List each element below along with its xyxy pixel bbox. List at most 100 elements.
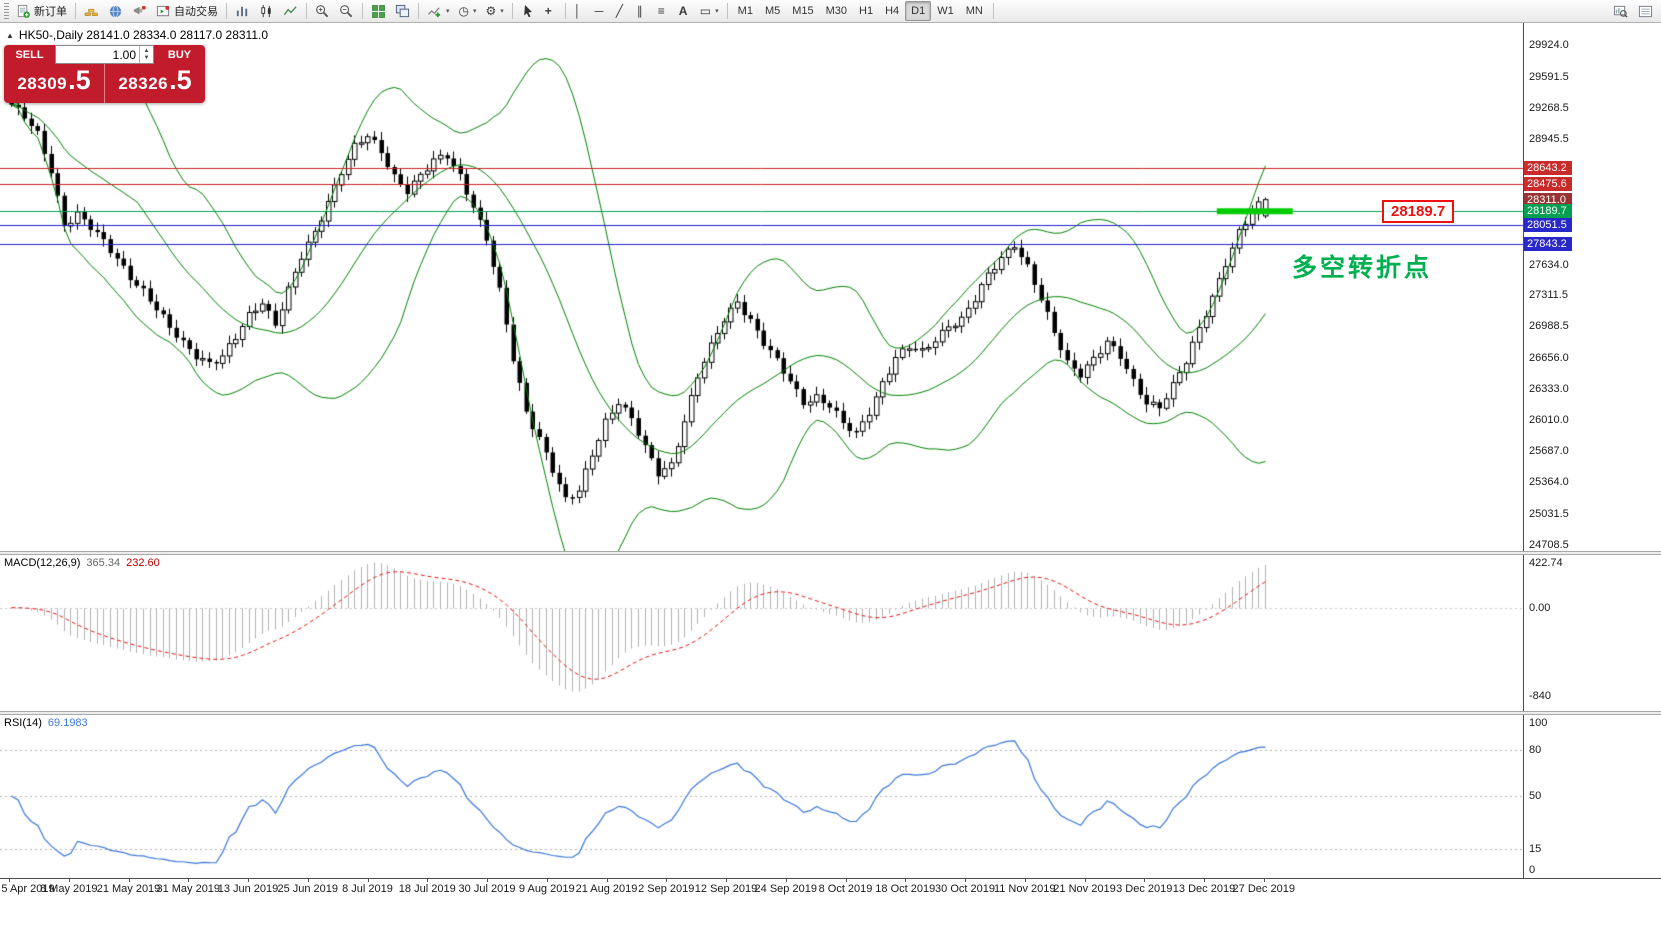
- price-axis-label: 28945.5: [1529, 132, 1569, 145]
- cursor-tool-button[interactable]: [517, 1, 540, 21]
- price-axis-label: 29268.5: [1529, 101, 1569, 114]
- symbol-expand-icon[interactable]: ▲: [6, 30, 14, 40]
- fibonacci-tool-button[interactable]: ≡: [654, 1, 674, 21]
- candlestick-mode-button[interactable]: [255, 1, 278, 21]
- horizontal-line-icon: ─: [594, 4, 604, 18]
- auto-trading-button[interactable]: 自动交易: [152, 1, 222, 21]
- cursor-icon: [523, 4, 532, 17]
- time-axis-label: 30 Jul 2019: [458, 883, 516, 895]
- time-axis-label: 18 Jul 2019: [398, 883, 456, 895]
- zoom-in-icon: [316, 4, 329, 17]
- clock-icon: ◷: [458, 4, 469, 18]
- sell-price-button[interactable]: 28309 .5: [4, 64, 104, 103]
- periods-button[interactable]: ◷ ▾: [455, 1, 481, 21]
- turning-point-annotation[interactable]: 多空转折点: [1292, 254, 1433, 282]
- timeframe-button-w1[interactable]: W1: [937, 5, 954, 17]
- time-axis[interactable]: 5 Apr 2019 8 May 2019 21 May 2019 31 May 20…: [0, 878, 1661, 898]
- tile-windows-icon: [372, 4, 385, 18]
- gold-button[interactable]: [80, 1, 103, 21]
- rsi-canvas[interactable]: [0, 715, 1523, 878]
- volume-input[interactable]: 1.00 ▲ ▼: [55, 45, 154, 64]
- price-axis-label: 25031.5: [1529, 508, 1569, 521]
- time-axis-tick: [188, 879, 190, 882]
- timeframe-button-h4[interactable]: H4: [885, 5, 900, 17]
- bar-chart-mode-button[interactable]: [231, 1, 254, 21]
- spinner-down-icon[interactable]: ▼: [143, 54, 150, 61]
- chart-window: 29924.0 29591.5 29268.5 28945.5 27634.0 27311…: [0, 23, 1661, 950]
- indicators-button[interactable]: ▾: [423, 1, 454, 21]
- main-toolbar: 新订单 自动交易 ▾ ◷ ▾ ⚙: [0, 0, 1661, 23]
- tile-windows-button[interactable]: [367, 1, 390, 21]
- macd-axis-label: -840: [1529, 690, 1552, 703]
- panel-splitter[interactable]: [0, 711, 1661, 715]
- price-level-callout[interactable]: 28189.7: [1382, 200, 1455, 223]
- chart-legend: ▲ HK50-,Daily 28141.0 28334.0 28117.0 28…: [6, 28, 268, 42]
- line-chart-mode-button[interactable]: [279, 1, 302, 21]
- volume-value[interactable]: 1.00: [112, 48, 136, 62]
- data-window-button[interactable]: [1609, 1, 1632, 21]
- toolbar-separator: [726, 3, 728, 19]
- volume-spinner[interactable]: ▲ ▼: [139, 46, 153, 63]
- time-axis-tick: [367, 879, 369, 882]
- trendline-tool-button[interactable]: ╱: [612, 1, 632, 21]
- macd-canvas[interactable]: [0, 555, 1523, 711]
- sell-button[interactable]: SELL: [4, 45, 55, 64]
- zoom-in-button[interactable]: [311, 1, 334, 21]
- cascade-windows-button[interactable]: [391, 1, 414, 21]
- new-order-icon: [17, 4, 30, 18]
- vertical-line-tool-button[interactable]: │: [570, 1, 590, 21]
- bottom-space: [0, 898, 1661, 950]
- templates-button[interactable]: ⚙ ▾: [482, 1, 508, 21]
- alerts-button[interactable]: [128, 1, 151, 21]
- price-axis[interactable]: 29924.0 29591.5 29268.5 28945.5 27634.0 27311…: [1523, 23, 1661, 551]
- panel-splitter[interactable]: [0, 551, 1661, 555]
- chart-search-icon: [1613, 5, 1628, 18]
- timeframe-button-m1[interactable]: M1: [737, 5, 753, 17]
- label-tool-button[interactable]: ▭ ▾: [696, 1, 723, 21]
- time-axis-label: 21 Aug 2019: [575, 883, 638, 895]
- price-axis-label: 27634.0: [1529, 258, 1569, 271]
- crosshair-tool-button[interactable]: +: [541, 1, 561, 21]
- crosshair-icon: +: [544, 4, 552, 18]
- rsi-axis-label: 0: [1529, 864, 1536, 876]
- spinner-up-icon[interactable]: ▲: [143, 47, 150, 54]
- auto-trading-label: 自动交易: [174, 6, 218, 18]
- community-button[interactable]: [104, 1, 127, 21]
- time-axis-tick: [845, 879, 847, 882]
- horizontal-line-tool-button[interactable]: ─: [591, 1, 611, 21]
- timeframe-button-h1[interactable]: H1: [859, 5, 874, 17]
- megaphone-icon: [133, 5, 146, 14]
- macd-axis-label: 422.74: [1529, 557, 1563, 569]
- buy-button[interactable]: BUY: [154, 45, 205, 64]
- timeframe-button-m15[interactable]: M15: [792, 5, 814, 17]
- text-icon: A: [678, 4, 688, 18]
- timeframe-button-m30[interactable]: M30: [825, 5, 848, 17]
- toolbar-separator: [75, 3, 76, 19]
- sell-price-main: 28309: [17, 74, 68, 93]
- main-chart-canvas[interactable]: [0, 23, 1523, 551]
- time-axis-tick: [546, 879, 548, 882]
- toolbar-separator: [564, 3, 566, 19]
- macd-axis[interactable]: 422.74 0.00 -840: [1523, 555, 1661, 711]
- toolbar-separator: [418, 3, 419, 19]
- macd-axis-label: 0.00: [1529, 601, 1551, 614]
- rsi-axis[interactable]: 100 80 50 15 0: [1523, 715, 1661, 878]
- text-tool-button[interactable]: A: [675, 1, 695, 21]
- toolbar-drag-handle[interactable]: [4, 3, 9, 19]
- timeframe-group: M1 M5 M15 M30 H1 H4 D1 W1 MN: [732, 1, 989, 21]
- time-axis-label: 27 Dec 2019: [1232, 883, 1295, 895]
- timeframe-button-mn[interactable]: MN: [965, 5, 983, 17]
- channel-tool-button[interactable]: ∥: [633, 1, 653, 21]
- zoom-out-icon: [340, 4, 353, 17]
- buy-price-button[interactable]: 28326 .5: [104, 64, 205, 103]
- time-axis-tick: [9, 879, 10, 882]
- zoom-out-button[interactable]: [335, 1, 358, 21]
- chevron-down-icon: ▾: [715, 8, 719, 15]
- time-axis-tick: [248, 879, 249, 882]
- time-axis-tick: [905, 879, 907, 882]
- new-order-button[interactable]: 新订单: [12, 1, 71, 21]
- chart-settings-button[interactable]: [1634, 1, 1657, 21]
- timeframe-button-m5[interactable]: M5: [764, 5, 781, 17]
- timeframe-button-d1[interactable]: D1: [905, 1, 932, 21]
